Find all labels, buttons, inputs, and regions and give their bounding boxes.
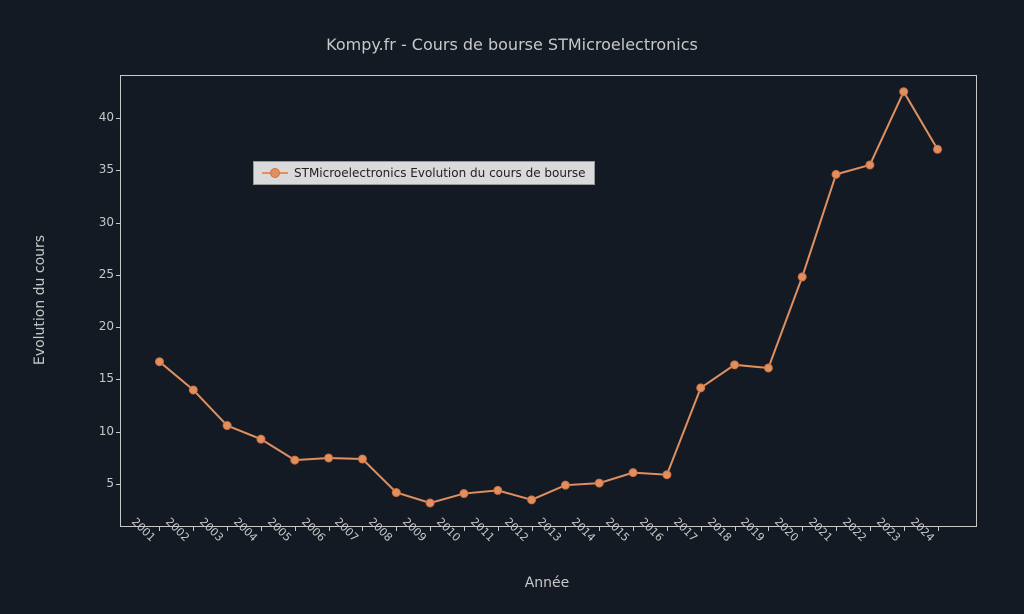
data-marker [866, 161, 874, 169]
data-marker [832, 170, 840, 178]
xtick-mark [159, 526, 160, 531]
ytick-mark [116, 327, 121, 328]
data-marker [291, 456, 299, 464]
ytick-label: 30 [99, 215, 114, 229]
xtick-mark [295, 526, 296, 531]
ytick-label: 5 [106, 476, 114, 490]
data-marker [764, 364, 772, 372]
data-marker [697, 384, 705, 392]
xtick-mark [701, 526, 702, 531]
data-marker [731, 361, 739, 369]
xtick-mark [261, 526, 262, 531]
data-marker [155, 358, 163, 366]
data-marker [358, 455, 366, 463]
xtick-mark [633, 526, 634, 531]
data-marker [595, 479, 603, 487]
xtick-mark [904, 526, 905, 531]
ytick-label: 40 [99, 110, 114, 124]
xtick-mark [802, 526, 803, 531]
data-marker [325, 454, 333, 462]
data-marker [426, 499, 434, 507]
xtick-mark [362, 526, 363, 531]
legend-label: STMicroelectronics Evolution du cours de… [294, 166, 586, 180]
plot-area: STMicroelectronics Evolution du cours de… [120, 75, 977, 527]
xtick-mark [532, 526, 533, 531]
data-marker [629, 469, 637, 477]
xtick-mark [464, 526, 465, 531]
data-marker [528, 496, 536, 504]
data-marker [257, 435, 265, 443]
xtick-mark [938, 526, 939, 531]
data-marker [663, 471, 671, 479]
xtick-mark [498, 526, 499, 531]
xtick-mark [836, 526, 837, 531]
xtick-mark [430, 526, 431, 531]
data-marker [561, 481, 569, 489]
data-marker [223, 422, 231, 430]
ytick-mark [116, 170, 121, 171]
chart-title: Kompy.fr - Cours de bourse STMicroelectr… [0, 35, 1024, 54]
ytick-mark [116, 275, 121, 276]
ytick-mark [116, 223, 121, 224]
x-axis-label: Année [525, 575, 570, 591]
ytick-mark [116, 432, 121, 433]
data-marker [900, 88, 908, 96]
xtick-mark [768, 526, 769, 531]
line-chart-svg [121, 76, 976, 526]
data-line [159, 92, 937, 503]
xtick-mark [599, 526, 600, 531]
data-marker [934, 145, 942, 153]
xtick-mark [565, 526, 566, 531]
data-marker [494, 486, 502, 494]
data-marker [392, 489, 400, 497]
xtick-mark [667, 526, 668, 531]
chart-container: Kompy.fr - Cours de bourse STMicroelectr… [0, 0, 1024, 614]
data-marker [189, 386, 197, 394]
xtick-mark [193, 526, 194, 531]
ytick-label: 10 [99, 424, 114, 438]
legend: STMicroelectronics Evolution du cours de… [253, 161, 595, 185]
xtick-mark [396, 526, 397, 531]
ytick-mark [116, 484, 121, 485]
xtick-mark [227, 526, 228, 531]
xtick-mark [329, 526, 330, 531]
data-marker [798, 273, 806, 281]
legend-marker [262, 167, 288, 179]
y-axis-label: Evolution du cours [32, 235, 48, 365]
legend-dot-icon [270, 168, 280, 178]
ytick-label: 25 [99, 267, 114, 281]
ytick-label: 35 [99, 162, 114, 176]
xtick-mark [870, 526, 871, 531]
data-marker [460, 490, 468, 498]
ytick-label: 20 [99, 319, 114, 333]
xtick-mark [735, 526, 736, 531]
ytick-mark [116, 118, 121, 119]
ytick-label: 15 [99, 371, 114, 385]
ytick-mark [116, 379, 121, 380]
